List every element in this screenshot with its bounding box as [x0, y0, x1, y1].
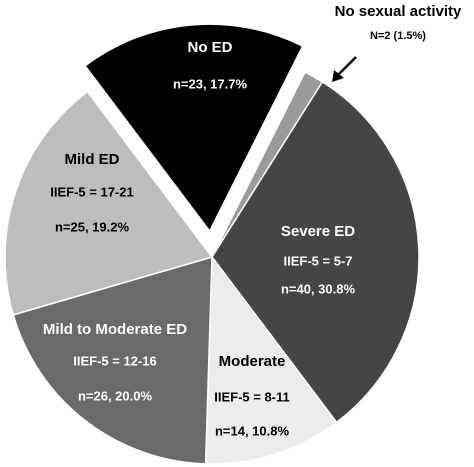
pie-slice	[211, 80, 420, 424]
slice-label: No ED	[188, 39, 233, 56]
pie-slice	[204, 254, 338, 465]
pie-slice	[12, 255, 213, 465]
slice-label: Mild ED	[65, 151, 120, 168]
value-label: n=40, 30.8%	[281, 281, 356, 296]
pie-slice	[84, 23, 304, 233]
slice-sublabel: IIEF-5 = 8-11	[214, 389, 290, 404]
pie-slice	[4, 90, 214, 316]
value-label: n=25, 19.2%	[55, 219, 130, 234]
slice-label: Moderate	[219, 353, 286, 370]
slice-sublabel: IIEF-5 = 12-16	[73, 353, 156, 368]
value-label: n=26, 20.0%	[78, 388, 153, 403]
value-label: n=14, 10.8%	[215, 423, 290, 438]
pointer-arrow	[336, 56, 357, 77]
value-label: N=2 (1.5%)	[370, 30, 426, 42]
value-label: n=23, 17.7%	[173, 76, 248, 91]
slice-sublabel: IIEF-5 = 5-7	[284, 253, 353, 268]
slice-sublabel: IIEF-5 = 17-21	[50, 184, 133, 199]
slice-label: Severe ED	[281, 223, 355, 240]
slice-label: No sexual activity	[335, 3, 462, 20]
slice-label: Mild to Moderate ED	[43, 321, 187, 338]
pointer-arrowhead	[332, 70, 344, 82]
